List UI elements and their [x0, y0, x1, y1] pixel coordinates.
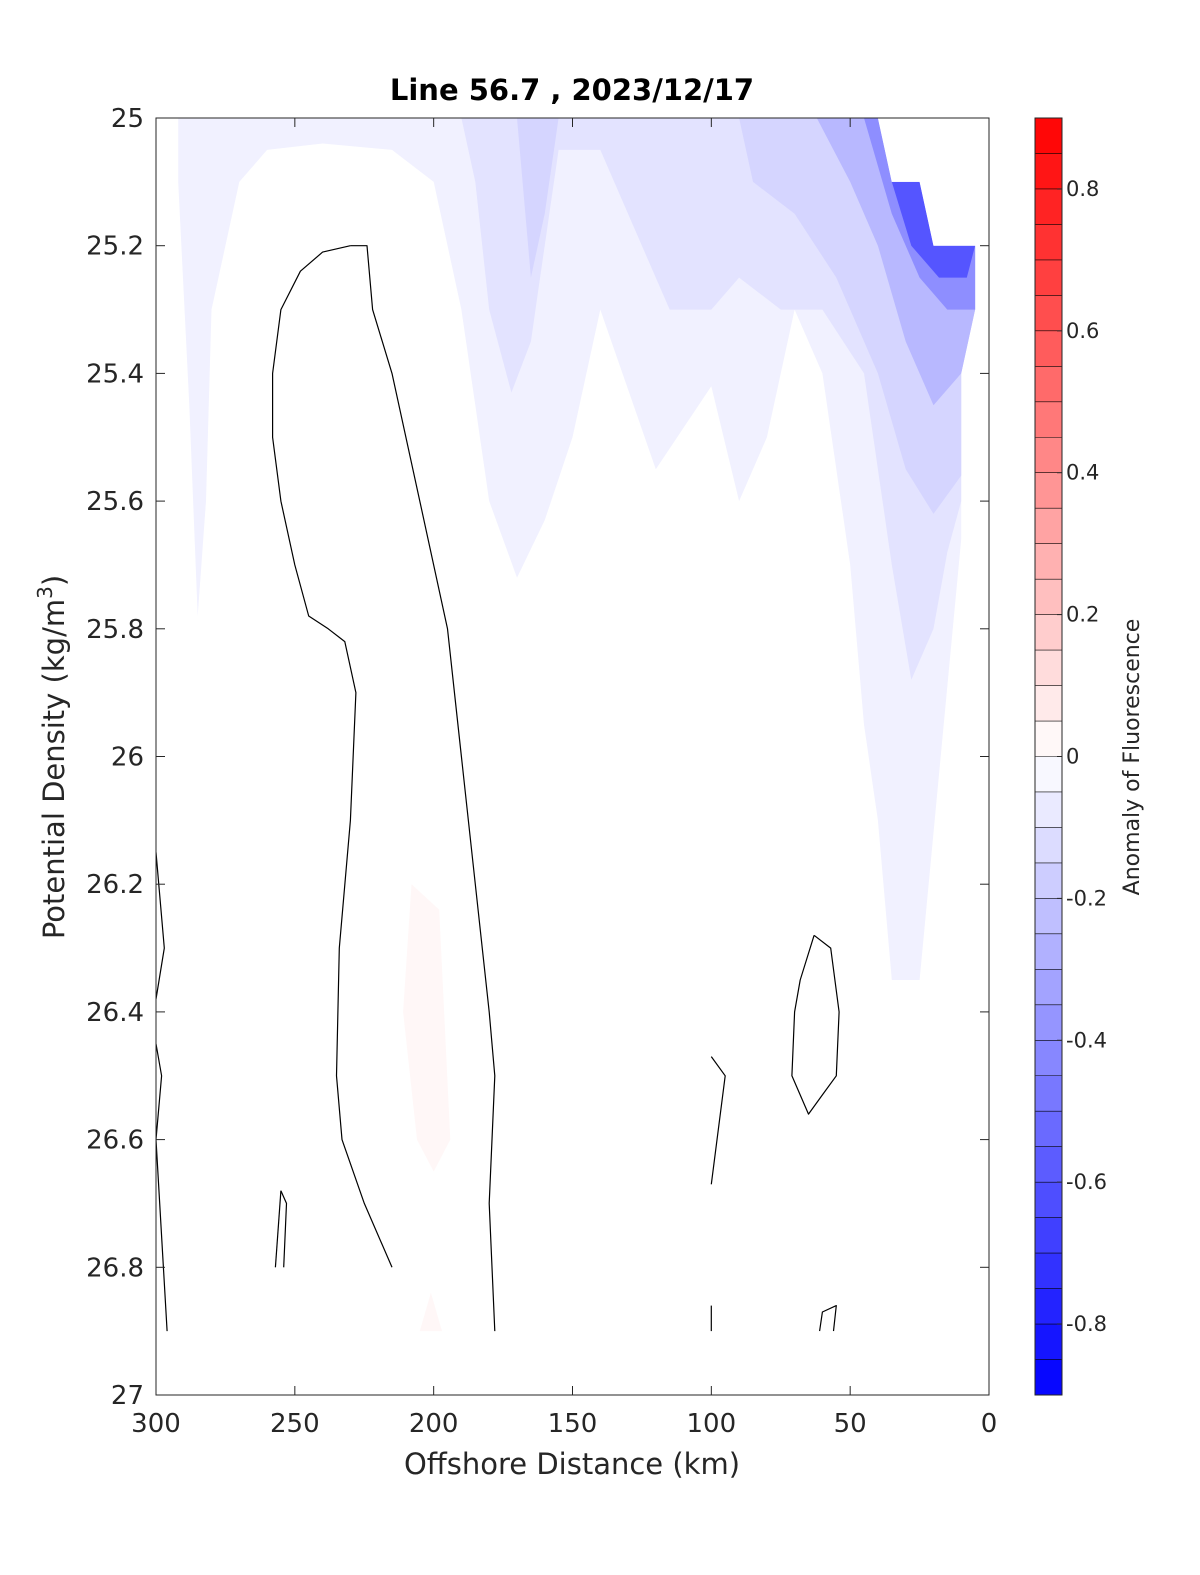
colorbar-band	[1035, 259, 1062, 296]
y-tick-label: 26	[111, 743, 144, 773]
colorbar-tick-label: 0	[1066, 745, 1079, 769]
y-axis-label-superscript: 3	[33, 586, 57, 599]
colorbar-band	[1035, 1182, 1062, 1218]
y-tick-label: 25.8	[86, 615, 144, 645]
zero-contour-line-9	[819, 1304, 837, 1332]
colorbar-band	[1035, 756, 1062, 793]
x-tick-label: 100	[687, 1409, 737, 1439]
colorbar-band	[1035, 1040, 1062, 1077]
anomaly-region-8	[419, 1292, 442, 1332]
colorbar-tick-label: -0.2	[1066, 886, 1107, 910]
colorbar-band	[1035, 791, 1062, 828]
colorbar: 0.8 0.6 0.4 0.2 0 -0.2 -0.4 -0.6 -0.8 Anomaly of…	[1034, 117, 1145, 1396]
colorbar-band	[1035, 224, 1062, 261]
colorbar-band	[1035, 508, 1062, 544]
zero-contour-line-6	[710, 1056, 726, 1185]
y-tick-label: 26.2	[86, 870, 144, 900]
colorbar-band	[1035, 827, 1062, 864]
colorbar-ticks: 0.8 0.6 0.4 0.2 0 -0.2 -0.4 -0.6 -0.8	[1057, 177, 1107, 1336]
anomaly-region-7	[403, 884, 451, 1172]
x-tick-label: 200	[409, 1409, 459, 1439]
colorbar-band	[1035, 1217, 1062, 1254]
zero-contours	[156, 245, 840, 1332]
no-data-region	[877, 118, 989, 246]
y-tick-label: 25.4	[86, 359, 144, 389]
colorbar-band	[1035, 579, 1062, 615]
y-tick-label: 26.4	[86, 998, 144, 1028]
colorbar-band	[1035, 969, 1062, 1006]
colorbar-tick-label: -0.6	[1066, 1170, 1107, 1194]
y-tick-label: 25	[111, 104, 144, 134]
y-tick-label: 25.2	[86, 232, 144, 262]
colorbar-band	[1035, 721, 1062, 757]
plot-area: 300 250 200 150 100 50 0 2525.225.425.625.8262…	[86, 104, 997, 1439]
colorbar-tick-label: -0.4	[1066, 1028, 1107, 1052]
zero-contour-line-3	[156, 1043, 168, 1332]
x-axis-label: Offshore Distance (km)	[404, 1447, 740, 1481]
zero-contour-line-8	[791, 934, 840, 1115]
colorbar-band	[1035, 1146, 1062, 1183]
colorbar-band	[1035, 472, 1062, 509]
colorbar-band	[1035, 685, 1062, 722]
y-axis: 25 25.2 25.4 25.6 25.8 26 26.2 26.4 26.6 26.8 27	[86, 104, 989, 1411]
colorbar-bands	[1035, 118, 1062, 1396]
colorbar-tick-label: -0.8	[1066, 1312, 1107, 1336]
x-tick-label: 50	[834, 1409, 867, 1439]
colorbar-band	[1035, 1288, 1062, 1325]
x-tick-label: 0	[981, 1409, 998, 1439]
colorbar-band	[1035, 366, 1062, 403]
colorbar-band	[1035, 188, 1062, 225]
y-tick-label: 26.6	[86, 1126, 144, 1156]
colorbar-tick-label: 0.8	[1066, 177, 1099, 201]
colorbar-band	[1035, 1253, 1062, 1289]
y-axis-label-main: Potential Density (kg/m	[37, 599, 71, 939]
colorbar-band	[1035, 1111, 1062, 1147]
colorbar-band	[1035, 933, 1062, 970]
colorbar-band	[1035, 1075, 1062, 1112]
colorbar-tick-label: 0.2	[1066, 603, 1099, 627]
colorbar-band	[1035, 401, 1062, 438]
colorbar-band	[1035, 118, 1062, 154]
zero-contour-line-0	[350, 245, 496, 1332]
colorbar-band	[1035, 650, 1062, 686]
x-tick-label: 300	[131, 1409, 181, 1439]
colorbar-tick-label: 0.6	[1066, 319, 1099, 343]
colorbar-band	[1035, 295, 1062, 332]
colorbar-band	[1035, 543, 1062, 580]
anomaly-region-4	[816, 118, 976, 406]
chart-title: Line 56.7 , 2023/12/17	[390, 73, 754, 107]
y-axis-label: Potential Density (kg/m3)	[33, 575, 71, 939]
colorbar-band	[1035, 330, 1062, 367]
zero-contour-line-4	[280, 1190, 288, 1268]
colorbar-band	[1035, 614, 1062, 651]
anomaly-region-2	[517, 118, 559, 278]
x-tick-label: 250	[270, 1409, 320, 1439]
y-tick-label: 27	[111, 1381, 144, 1411]
contour-fills	[178, 118, 989, 1332]
colorbar-band	[1035, 1359, 1062, 1396]
colorbar-band	[1035, 1004, 1062, 1041]
colorbar-tick-label: 0.4	[1066, 461, 1099, 485]
x-axis: 300 250 200 150 100 50 0	[131, 118, 997, 1439]
y-tick-label: 26.8	[86, 1253, 144, 1283]
colorbar-band	[1035, 153, 1062, 190]
y-axis-label-close: )	[37, 575, 71, 586]
anomaly-region-0	[178, 118, 976, 980]
zero-contour-line-5	[274, 1190, 282, 1268]
colorbar-band	[1035, 898, 1062, 935]
colorbar-band	[1035, 437, 1062, 474]
colorbar-band	[1035, 862, 1062, 899]
x-tick-label: 150	[548, 1409, 598, 1439]
anomaly-region-6	[891, 181, 976, 278]
colorbar-band	[1035, 1324, 1062, 1360]
y-tick-label: 25.6	[86, 487, 144, 517]
zero-contour-line-1	[272, 245, 393, 1268]
colorbar-label: Anomaly of Fluorescence	[1120, 619, 1145, 896]
